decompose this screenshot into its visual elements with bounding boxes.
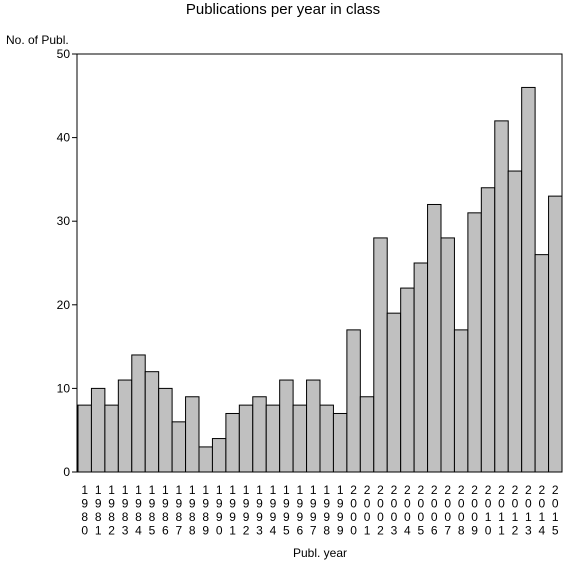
y-tick-label: 40	[57, 131, 71, 145]
y-tick-label: 50	[57, 47, 71, 61]
bar-2008	[453, 329, 469, 473]
bar-2006	[427, 203, 442, 473]
bar-2002	[373, 237, 388, 473]
bar-1985	[144, 371, 160, 473]
bar-1999	[332, 412, 348, 473]
bar-2000	[346, 329, 361, 473]
bar-2001	[359, 396, 375, 473]
bar-1989	[198, 446, 213, 473]
bar-1990	[211, 438, 227, 473]
bar-1995	[279, 379, 294, 473]
y-tick-label: 20	[57, 298, 71, 312]
bar-2004	[400, 287, 415, 473]
x-axis-label: Publ. year	[293, 546, 347, 560]
bar-2005	[413, 262, 429, 473]
bar-2009	[467, 212, 482, 473]
y-tick-label: 0	[63, 465, 70, 479]
bar-2007	[440, 237, 455, 473]
bar-1980	[77, 404, 92, 473]
plot-frame	[76, 53, 563, 473]
bar-1993	[252, 396, 267, 473]
bar-2013	[521, 86, 536, 473]
bar-1992	[238, 404, 254, 473]
bar-1987	[171, 421, 187, 473]
bar-1994	[265, 404, 281, 473]
bar-2014	[534, 254, 550, 473]
bar-1981	[90, 387, 106, 473]
bar-1982	[104, 404, 119, 473]
y-tick-label: 30	[57, 214, 71, 228]
y-tick-label: 10	[57, 381, 71, 395]
bar-2011	[494, 120, 509, 473]
bar-2012	[507, 170, 523, 473]
bar-1997	[306, 379, 321, 473]
bar-1986	[158, 387, 173, 473]
bar-1988	[185, 396, 200, 473]
bar-1991	[225, 412, 240, 473]
x-ticks-group: 1 9 8 0 1 9 8 1 1 9 8 2 1 9 8 3 1 9 8 4 1 9 8 5 1 9 8 6 1 9 8 7 1 9 8 8 1 9 8 9…	[81, 483, 559, 538]
bars-group	[77, 86, 563, 473]
bar-2015	[548, 195, 563, 473]
bar-2010	[480, 187, 496, 473]
bar-1996	[292, 404, 308, 473]
y-axis-label: No. of Publ.	[6, 33, 69, 47]
bar-1983	[117, 379, 133, 473]
y-ticks-group: 0 10 20 30 40 50	[57, 47, 77, 479]
bar-1998	[319, 404, 334, 473]
bar-1984	[131, 354, 146, 473]
bar-2003	[386, 312, 402, 473]
chart-title: Publications per year in class	[186, 1, 380, 18]
